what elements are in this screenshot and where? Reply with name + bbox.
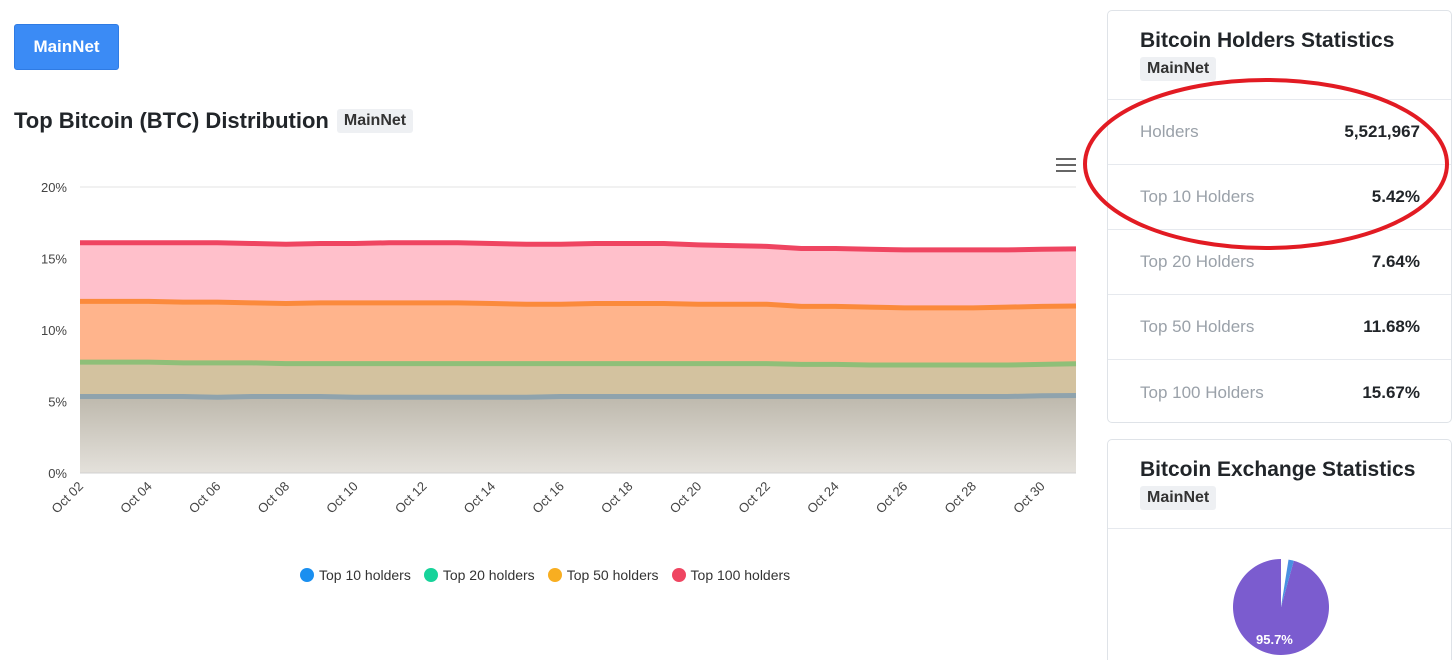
legend-label: Top 10 holders (319, 567, 411, 583)
x-tick-label: Oct 24 (804, 479, 842, 517)
page-title-text: Top Bitcoin (BTC) Distribution (14, 108, 329, 133)
network-badge: MainNet (336, 109, 414, 133)
legend-dot-icon (300, 568, 314, 582)
x-tick-label: Oct 30 (1010, 479, 1048, 517)
x-tick-label: Oct 10 (323, 479, 361, 517)
x-tick-label: Oct 06 (186, 479, 224, 517)
legend-dot-icon (547, 568, 562, 582)
stat-value: 7.64% (1371, 252, 1420, 271)
x-tick-label: Oct 16 (529, 479, 567, 517)
x-tick-label: Oct 26 (873, 479, 911, 517)
holders-card-badge: MainNet (1140, 57, 1217, 81)
x-tick-label: Oct 20 (667, 479, 705, 517)
legend-dot-icon (671, 568, 686, 582)
x-tick-label: Oct 22 (735, 479, 773, 517)
x-tick-label: Oct 08 (255, 479, 293, 517)
stat-value: 5.42% (1371, 187, 1420, 206)
legend-dot-icon (423, 568, 438, 582)
stat-label: Top 20 Holders (1140, 252, 1255, 271)
stat-row-top-50: Top 50 Holders 11.68% (1108, 295, 1451, 360)
pie-slice-label: 95.7% (1256, 632, 1293, 647)
stat-row-top-10: Top 10 Holders 5.42% (1108, 165, 1451, 230)
stat-value: 5,521,967 (1344, 122, 1420, 141)
stat-value: 15.67% (1362, 382, 1420, 402)
y-tick-label: 15% (41, 252, 67, 267)
x-tick-label: Oct 18 (598, 479, 636, 517)
exchange-card-badge: MainNet (1140, 486, 1217, 510)
legend-label: Top 20 holders (442, 567, 535, 583)
stat-label: Top 50 Holders (1140, 317, 1255, 336)
line-top-50-holders (80, 298, 1077, 311)
holders-card-title: Bitcoin Holders Statistics (1140, 29, 1395, 52)
x-tick-label: Oct 14 (461, 479, 499, 517)
distribution-chart-svg: 20% 15% 10% 5% 0%Oct 02 Oct 04 Oct 06 Oct 08 Oct… (41, 180, 1077, 517)
line-top-10-holders (80, 392, 1077, 400)
x-tick-label: Oct 04 (117, 479, 155, 517)
line-top-20-holders (80, 359, 1077, 368)
chart-menu-icon[interactable] (1056, 158, 1076, 174)
legend-item-top-50[interactable]: Top 50 holders (547, 567, 659, 583)
legend-label: Top 100 holders (690, 567, 791, 583)
pie-slice[interactable] (1281, 559, 1289, 607)
x-tick-label: Oct 02 (48, 479, 86, 517)
y-tick-label: 20% (41, 180, 67, 195)
page-title: Top Bitcoin (BTC) Distribution MainNet (14, 108, 414, 134)
stat-row-top-100: Top 100 Holders 15.67% (1108, 360, 1451, 425)
exchange-card-title: Bitcoin Exchange Statistics (1140, 458, 1416, 481)
line-top-100-holders (80, 240, 1077, 253)
legend-item-top-10[interactable]: Top 10 holders (300, 567, 411, 583)
x-tick-label: Oct 12 (392, 479, 430, 517)
y-tick-label: 10% (41, 323, 67, 338)
stat-value: 11.68% (1363, 317, 1420, 336)
y-tick-label: 5% (48, 395, 67, 410)
y-tick-label: 0% (48, 466, 67, 481)
legend-item-top-20[interactable]: Top 20 holders (423, 567, 535, 583)
legend-label: Top 50 holders (566, 567, 659, 583)
x-tick-label: Oct 28 (941, 479, 979, 517)
pie-slice[interactable] (1281, 559, 1294, 607)
holders-statistics-card: Bitcoin Holders Statistics MainNet Holde… (1107, 10, 1452, 423)
stat-row-top-20: Top 20 Holders 7.64% (1108, 230, 1451, 295)
stat-label: Top 100 Holders (1140, 382, 1264, 402)
stat-label: Top 10 Holders (1140, 187, 1255, 206)
stat-row-holders: Holders 5,521,967 (1108, 100, 1451, 165)
legend-item-top-100[interactable]: Top 100 holders (671, 567, 791, 583)
area-top-10-holders (80, 395, 1076, 473)
holders-card-header: Bitcoin Holders Statistics MainNet (1108, 11, 1451, 100)
exchange-card-header: Bitcoin Exchange Statistics MainNet (1108, 440, 1451, 529)
network-select-button[interactable]: MainNet (14, 24, 119, 70)
distribution-chart: 20% 15% 10% 5% 0% Oct 02 Oct 04 Oct 06 Oct 08 Oct… (0, 140, 1090, 540)
stat-label: Holders (1140, 122, 1199, 141)
exchange-pie-chart (1233, 559, 1329, 655)
chart-legend: Top 10 holders Top 20 holders Top 50 hol… (300, 566, 803, 584)
